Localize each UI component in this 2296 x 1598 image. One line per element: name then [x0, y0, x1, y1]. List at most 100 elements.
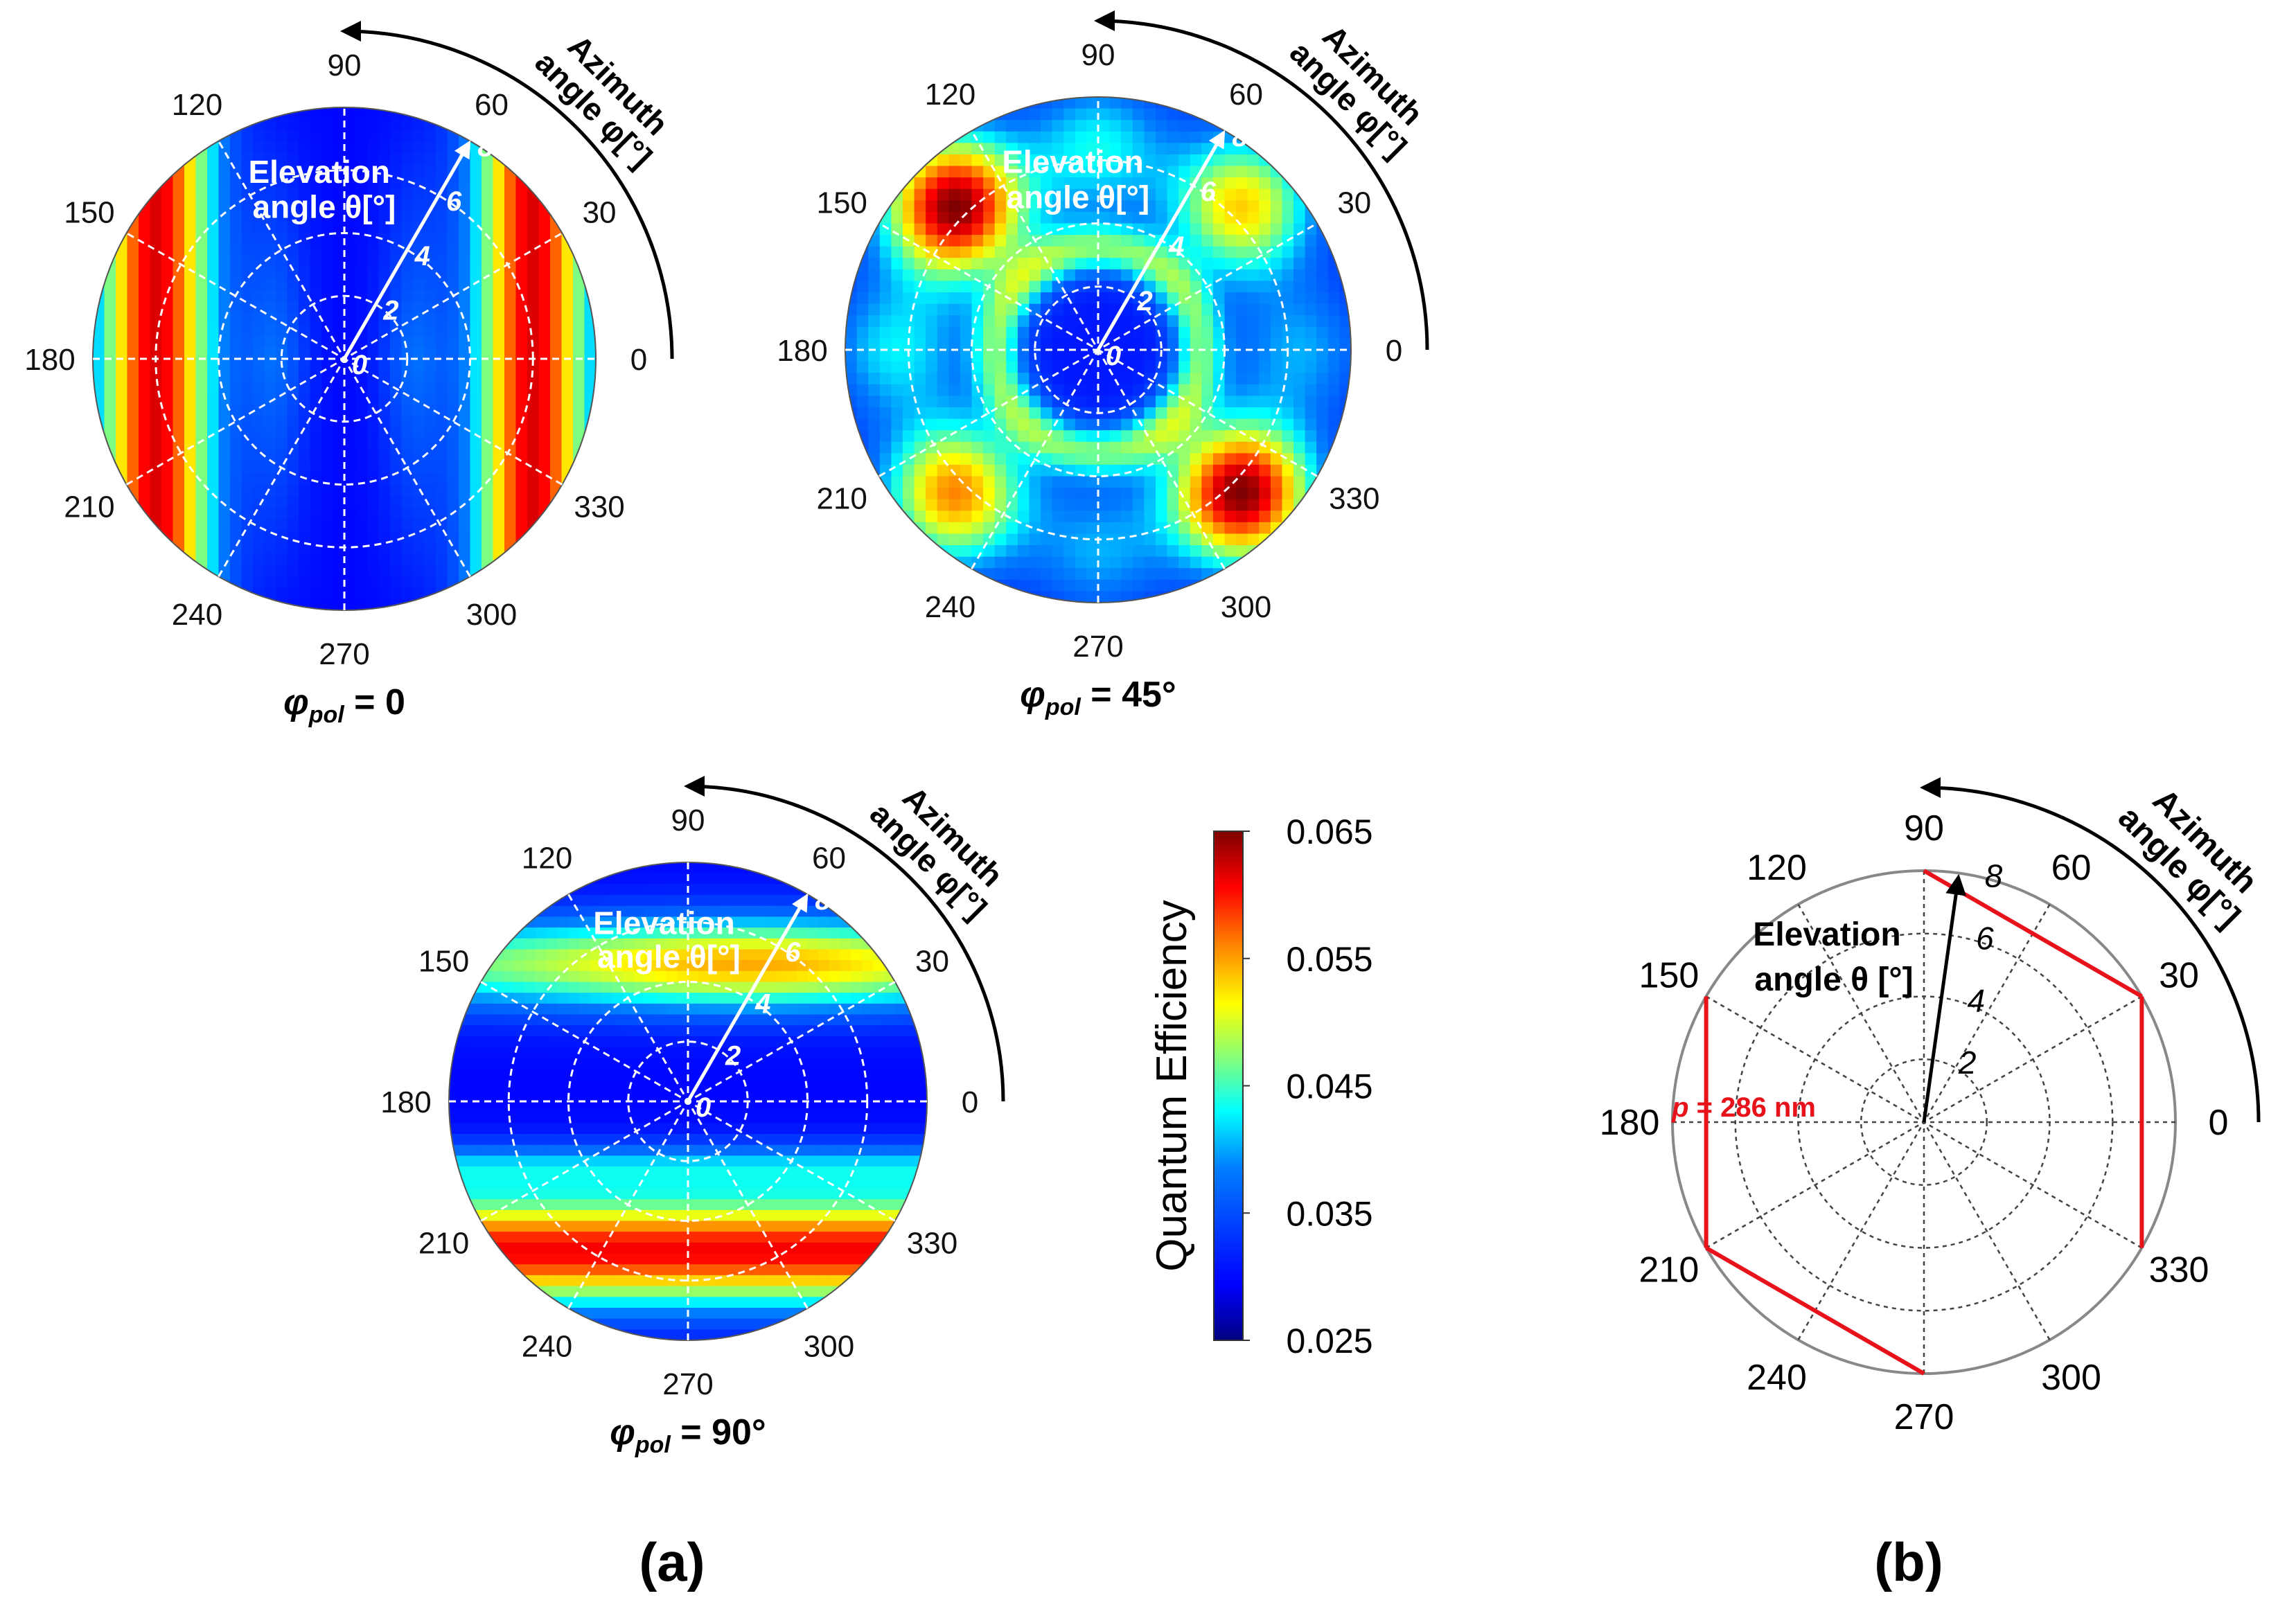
heatmap-cell	[1029, 430, 1041, 443]
heatmap-cell	[504, 153, 517, 166]
heatmap-cell	[971, 556, 984, 569]
heatmap-cell	[514, 1209, 526, 1222]
heatmap-cell	[538, 370, 551, 382]
heatmap-cell	[449, 1003, 461, 1015]
heatmap-cell	[310, 473, 322, 486]
heatmap-cell	[775, 1166, 786, 1178]
heatmap-cell	[960, 361, 973, 373]
heatmap-cell	[401, 405, 414, 417]
heatmap-cell	[1052, 258, 1065, 270]
heatmap-cell	[1121, 143, 1133, 155]
heatmap-cell	[840, 1177, 852, 1189]
heatmap-cell	[207, 130, 220, 143]
heatmap-cell	[161, 164, 174, 177]
heatmap-cell	[104, 301, 116, 314]
heatmap-cell	[1155, 522, 1168, 535]
heatmap-cell	[527, 176, 540, 188]
heatmap-cell	[796, 1047, 809, 1059]
heatmap-cell	[1052, 407, 1065, 420]
heatmap-cell	[677, 1003, 689, 1015]
heatmap-cell	[1270, 533, 1283, 546]
heatmap-cell	[1282, 154, 1294, 167]
heatmap-cell	[1270, 200, 1283, 213]
heatmap-cell	[287, 473, 299, 486]
heatmap-cell	[753, 1220, 765, 1232]
heatmap-cell	[677, 1318, 689, 1331]
heatmap-cell	[1167, 315, 1179, 328]
heatmap-cell	[666, 1112, 678, 1124]
heatmap-cell	[709, 1242, 721, 1254]
heatmap-cell	[983, 338, 996, 350]
heatmap-cell	[321, 176, 334, 188]
heatmap-cell	[731, 1318, 743, 1331]
heatmap-cell	[677, 1177, 689, 1189]
heatmap-cell	[622, 1275, 635, 1287]
heatmap-cell	[1144, 108, 1156, 121]
heatmap-cell	[1293, 211, 1306, 224]
heatmap-cell	[590, 884, 602, 896]
heatmap-cell	[1144, 545, 1156, 558]
heatmap-cell	[515, 267, 528, 280]
heatmap-cell	[775, 993, 786, 1004]
heatmap-cell	[1132, 418, 1145, 431]
heatmap-cell	[948, 522, 961, 535]
heatmap-cell	[655, 1188, 667, 1200]
heatmap-cell	[524, 1090, 537, 1102]
heatmap-cell	[538, 267, 551, 280]
heatmap-cell	[1282, 499, 1294, 512]
heatmap-cell	[840, 1079, 852, 1092]
heatmap-cell	[1339, 326, 1351, 339]
heatmap-cell	[514, 1199, 526, 1211]
heatmap-cell	[994, 488, 1007, 500]
heatmap-cell	[401, 324, 414, 337]
heatmap-cell	[527, 507, 540, 520]
heatmap-cell	[184, 405, 197, 417]
heatmap-cell	[688, 982, 700, 993]
heatmap-cell	[482, 427, 494, 440]
heatmap-cell	[514, 970, 526, 983]
heatmap-cell	[914, 476, 926, 488]
heatmap-cell	[1282, 315, 1294, 328]
heatmap-cell	[230, 496, 242, 508]
heatmap-cell	[1293, 177, 1306, 190]
heatmap-cell	[584, 461, 596, 474]
heatmap-cell	[1006, 338, 1018, 350]
heatmap-cell	[1029, 522, 1041, 535]
heatmap-cell	[459, 210, 471, 222]
heatmap-cell	[287, 199, 299, 211]
heatmap-cell	[355, 438, 368, 451]
heatmap-cell	[207, 245, 220, 257]
heatmap-cell	[796, 927, 809, 939]
heatmap-cell	[503, 1014, 515, 1027]
heatmap-cell	[914, 338, 926, 350]
heatmap-cell	[1339, 361, 1351, 373]
heatmap-cell	[447, 370, 459, 382]
heatmap-cell	[856, 407, 869, 420]
heatmap-cell	[524, 949, 537, 961]
heatmap-cell	[367, 587, 380, 600]
heatmap-cell	[1190, 373, 1203, 385]
heatmap-cell	[1224, 441, 1237, 454]
heatmap-cell	[436, 359, 448, 371]
heatmap-cell	[994, 326, 1007, 339]
heatmap-cell	[1006, 166, 1018, 178]
heatmap-cell	[775, 1275, 786, 1287]
heatmap-cell	[612, 1264, 624, 1276]
heatmap-cell	[503, 982, 515, 993]
heatmap-cell	[1098, 108, 1111, 121]
heatmap-cell	[514, 1123, 526, 1135]
heatmap-cell	[601, 1253, 613, 1266]
heatmap-cell	[93, 245, 105, 257]
heatmap-cell	[390, 210, 403, 222]
heatmap-cell	[1144, 177, 1156, 190]
heatmap-cell	[1132, 499, 1145, 512]
heatmap-cell	[401, 542, 414, 554]
heatmap-cell	[355, 587, 368, 600]
heatmap-cell	[492, 1220, 504, 1232]
heatmap-cell	[807, 1307, 819, 1320]
heatmap-cell	[902, 488, 915, 500]
heatmap-cell	[829, 1232, 841, 1243]
heatmap-cell	[1063, 499, 1076, 512]
heatmap-cell	[622, 895, 635, 907]
heatmap-cell	[173, 141, 185, 154]
